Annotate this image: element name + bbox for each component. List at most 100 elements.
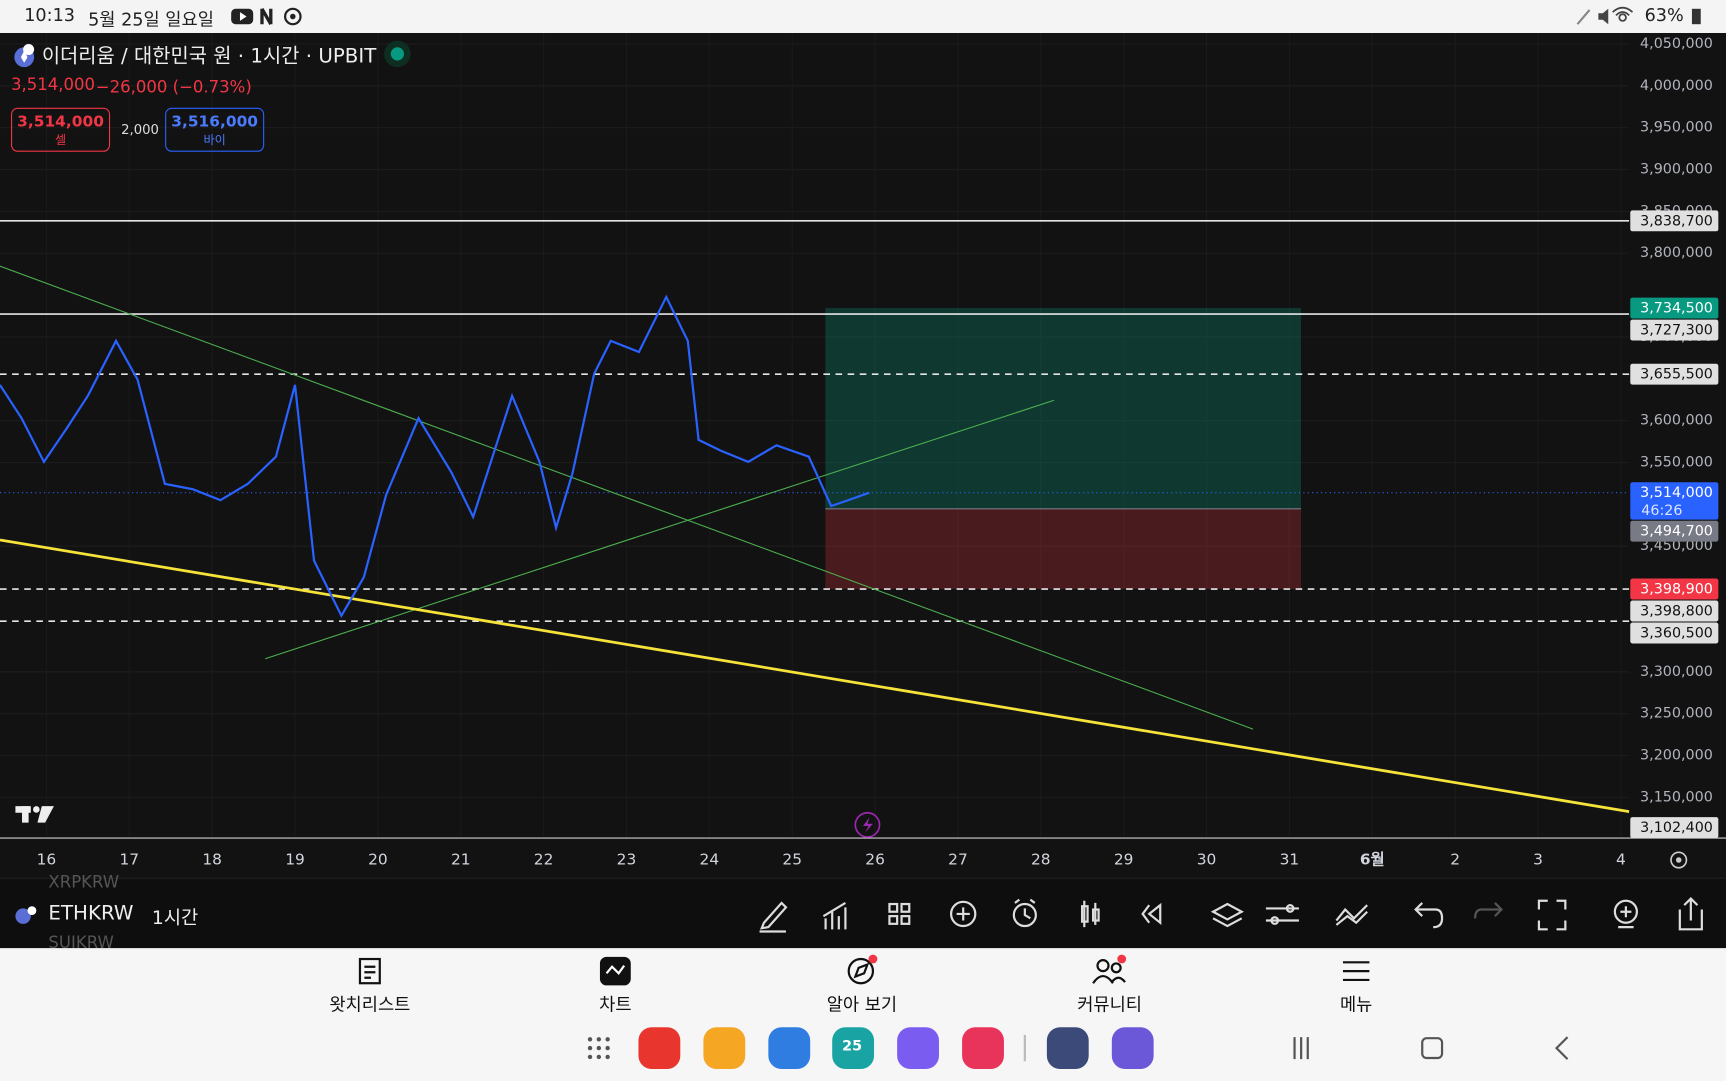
app-icon[interactable] [962, 1027, 1004, 1070]
nav-label[interactable]: 메뉴 [1339, 994, 1373, 1016]
indicator-tool[interactable] [822, 901, 847, 930]
settings-gear[interactable] [1670, 851, 1688, 869]
symbol-title: 이더리움 / 대한민국 원 · 1시간 · UPBIT [41, 45, 377, 69]
x-tick-label: 4 [1616, 851, 1626, 869]
draw-tool[interactable] [759, 901, 788, 933]
price-tag-label: 3,494,700 [1640, 524, 1713, 540]
x-tick-label: 3 [1533, 851, 1543, 869]
app-icon[interactable] [1111, 1027, 1154, 1070]
tradingview-logo [15, 806, 54, 823]
y-tick-label: 3,150,000 [1640, 789, 1713, 805]
grid-layer [0, 32, 1630, 839]
home-button[interactable] [1421, 1037, 1444, 1060]
price-axis-background [1629, 32, 1726, 839]
y-tick-label: 3,600,000 [1640, 413, 1713, 429]
back-button[interactable] [1554, 1036, 1569, 1060]
price-tag [1630, 817, 1719, 839]
watchlist-icon[interactable] [358, 957, 381, 985]
object-tree[interactable] [1210, 902, 1245, 928]
bar-style-tool[interactable] [1080, 900, 1100, 928]
next-symbol[interactable]: SUIKRW [48, 932, 114, 953]
app-icon[interactable] [638, 1027, 681, 1070]
price-tag [1630, 319, 1719, 341]
buy-label: 바이 [203, 133, 226, 148]
replay-tool[interactable] [1141, 902, 1162, 926]
drawing-layer [0, 220, 1630, 813]
trend-line [265, 399, 1055, 660]
chart-background [0, 32, 1726, 878]
price-tag [1630, 578, 1719, 600]
y-tick-label: 3,950,000 [1640, 120, 1713, 136]
price-tag [1630, 363, 1719, 385]
x-tick-label: 27 [948, 851, 968, 869]
loss-zone [825, 508, 1302, 590]
chart-icon[interactable] [599, 956, 631, 986]
time: 10:13 [24, 4, 75, 26]
app-icon[interactable] [897, 1027, 939, 1070]
price-tag [1630, 297, 1719, 319]
axis-layer: 4,050,0004,000,0003,950,0003,900,0003,85… [0, 32, 1726, 869]
battery-icon [1691, 8, 1701, 25]
app-icon[interactable] [768, 1027, 811, 1070]
buy-button[interactable]: 3,516,000 바이 [165, 107, 265, 152]
status-bar: 10:13 5월 25일 일요일 63% [0, 0, 1726, 33]
compare-tool[interactable] [1335, 904, 1368, 926]
y-tick-label: 3,300,000 [1640, 664, 1713, 680]
calendar-icon[interactable] [832, 1027, 875, 1070]
lightning-button[interactable] [854, 811, 881, 838]
price-tag [1630, 210, 1719, 232]
menu-icon[interactable] [1342, 961, 1370, 982]
redo[interactable] [1473, 902, 1504, 919]
x-tick-label: 20 [368, 851, 388, 869]
price-tag-label: 3,398,900 [1640, 582, 1713, 598]
prev-symbol[interactable]: XRPKRW [48, 872, 120, 892]
apps-grid[interactable] [587, 1037, 610, 1060]
x-tick-label: 29 [1114, 851, 1134, 869]
chart-toolbar: XRPKRW ETHKRW SUIKRW 1시간 [0, 872, 1726, 952]
settings-tool[interactable] [1265, 904, 1299, 925]
y-tick-label: 3,800,000 [1640, 245, 1713, 261]
price-change: −26,000 (−0.73%) [95, 76, 252, 97]
y-tick-label: 3,550,000 [1640, 455, 1713, 471]
layout-tool[interactable] [888, 902, 911, 925]
system-icons [1576, 6, 1634, 25]
explore-icon[interactable] [847, 954, 878, 985]
nav-label[interactable]: 알아 보기 [826, 994, 898, 1016]
app-icon[interactable] [703, 1027, 746, 1070]
nav-label[interactable]: 차트 [599, 994, 632, 1016]
buy-price: 3,516,000 [171, 113, 259, 131]
share[interactable] [1678, 896, 1703, 931]
price-tag [1630, 520, 1719, 542]
notification-icons [231, 7, 302, 26]
undo[interactable] [1414, 902, 1444, 929]
tool-icons [759, 896, 1703, 933]
settings-app[interactable] [1046, 1027, 1089, 1070]
recents-button[interactable] [1293, 1037, 1309, 1060]
fullscreen[interactable] [1537, 899, 1567, 931]
symbol[interactable]: ETHKRW [48, 901, 134, 925]
add-tool[interactable] [949, 900, 977, 928]
x-tick-label: 18 [202, 851, 222, 869]
y-tick-label: 4,000,000 [1640, 78, 1713, 94]
sell-button[interactable]: 3,514,000 셀 [11, 107, 111, 152]
interval[interactable]: 1시간 [151, 907, 199, 930]
nav-label[interactable]: 커뮤니티 [1077, 994, 1143, 1016]
y-tick-label: 3,900,000 [1640, 162, 1713, 178]
x-tick-label: 25 [782, 851, 802, 869]
x-tick-label: 24 [700, 851, 720, 869]
y-tick-label: 3,450,000 [1640, 538, 1713, 554]
add-symbol[interactable] [1613, 899, 1638, 929]
nav-label[interactable]: 왓치리스트 [329, 994, 411, 1016]
x-tick-label: 19 [285, 851, 305, 869]
market-status [384, 40, 411, 68]
community-icon[interactable] [1092, 954, 1127, 984]
price-tag-countdown: 46:26 [1641, 503, 1682, 519]
price-tag [1630, 622, 1719, 644]
eth-icon [14, 43, 35, 68]
bottom-navigation: 왓치리스트 차트 알아 보기 커뮤니티 메뉴 25 [0, 948, 1726, 1081]
price-tag-label: 3,398,800 [1640, 604, 1713, 620]
profit-zone [825, 308, 1302, 509]
alert-tool[interactable] [1012, 898, 1037, 928]
